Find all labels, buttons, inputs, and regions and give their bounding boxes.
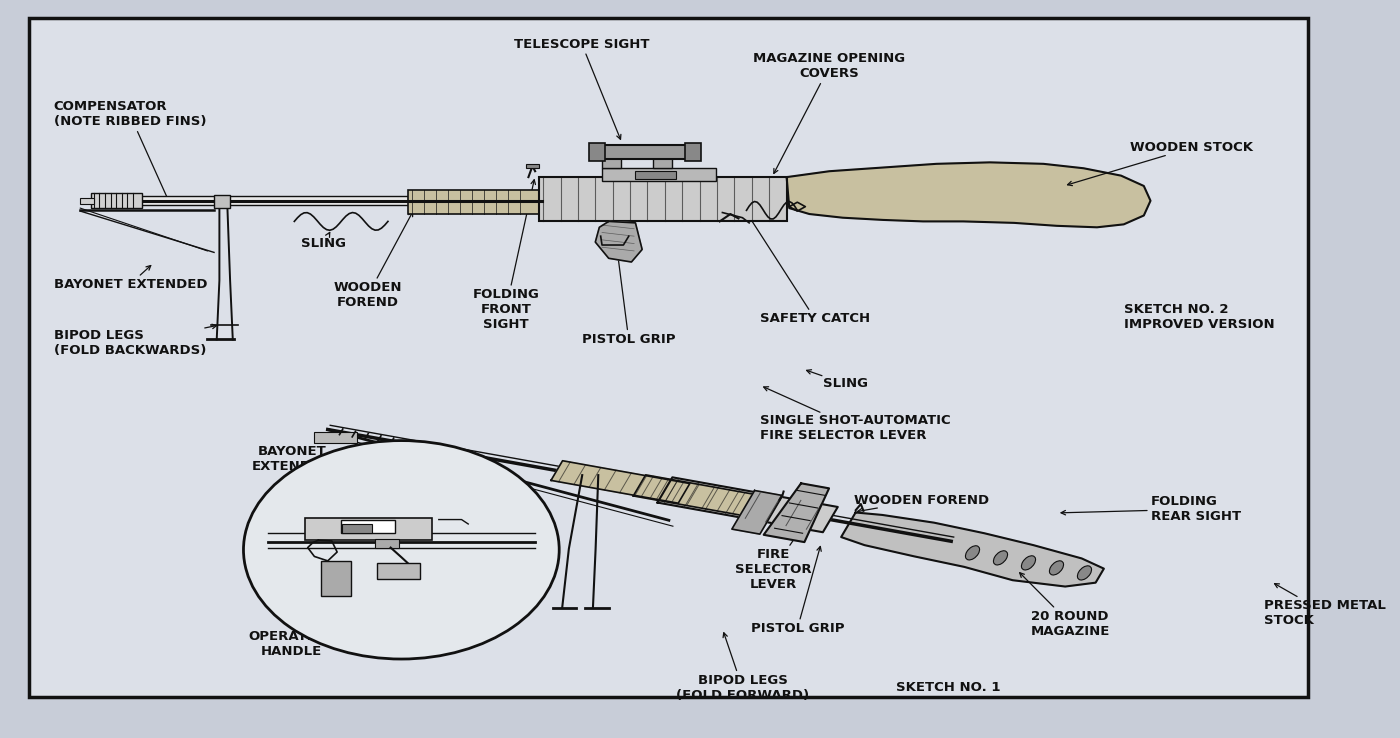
Bar [127,196,542,205]
Bar [342,520,395,533]
Polygon shape [658,477,837,532]
Text: FIRE
SELECTOR
LEVER: FIRE SELECTOR LEVER [735,514,812,591]
Text: SAFETY CATCH: SAFETY CATCH [749,216,869,325]
Bar [80,198,94,204]
Polygon shape [763,483,829,542]
Bar [602,156,620,168]
Bar [652,156,672,168]
FancyBboxPatch shape [29,18,1309,697]
Text: SKETCH NO. 1: SKETCH NO. 1 [896,681,1001,694]
Ellipse shape [994,551,1008,565]
Text: SINGLE SHOT-AUTOMATIC
FIRE SELECTOR LEVER: SINGLE SHOT-AUTOMATIC FIRE SELECTOR LEVE… [760,387,951,442]
Text: SLING: SLING [301,232,346,250]
Polygon shape [732,491,783,534]
Ellipse shape [966,545,980,560]
Text: SLING: SLING [806,370,868,390]
Bar [526,164,539,168]
Text: BAYONET
EXTENDED: BAYONET EXTENDED [252,445,332,475]
Bar [375,539,399,548]
Bar [377,563,420,579]
Polygon shape [552,461,690,503]
Text: PISTOL GRIP: PISTOL GRIP [582,241,675,346]
Text: WOODEN STOCK: WOODEN STOCK [1068,141,1253,186]
Text: BIPOD LEGS
(FOLD BACKWARDS): BIPOD LEGS (FOLD BACKWARDS) [53,324,217,357]
Polygon shape [841,512,1103,587]
Bar [214,195,230,208]
Text: MAGAZINE OPENING
COVERS: MAGAZINE OPENING COVERS [753,52,906,173]
Bar [91,193,141,208]
Text: OPERATING
HANDLE: OPERATING HANDLE [249,603,381,658]
Bar [407,190,539,214]
Text: BAYONET EXTENDED: BAYONET EXTENDED [53,266,207,291]
Ellipse shape [244,441,559,659]
Text: FOLDING
FRONT
SIGHT: FOLDING FRONT SIGHT [472,180,539,331]
Text: WOODEN FOREND: WOODEN FOREND [854,494,988,513]
Text: 20 ROUND
MAGAZINE: 20 ROUND MAGAZINE [1019,573,1110,638]
Text: FOLDING
REAR SIGHT: FOLDING REAR SIGHT [1061,495,1240,523]
Bar [539,177,787,221]
Text: BIPOD LEGS
(FOLD FORWARD): BIPOD LEGS (FOLD FORWARD) [676,632,809,702]
Ellipse shape [1022,556,1036,570]
Text: PRESSED METAL
STOCK: PRESSED METAL STOCK [1264,584,1386,627]
Ellipse shape [1078,566,1092,580]
Bar [594,145,690,159]
Bar [685,143,701,161]
Text: COMPENSATOR
(NOTE RIBBED FINS): COMPENSATOR (NOTE RIBBED FINS) [53,100,206,203]
Ellipse shape [1050,561,1064,575]
Bar [636,171,676,179]
Text: EJECTION
PORT: EJECTION PORT [445,506,531,536]
Text: WOODEN
FOREND: WOODEN FOREND [333,212,413,309]
Bar [321,561,350,596]
Bar [602,168,715,181]
Text: TELESCOPE SIGHT: TELESCOPE SIGHT [514,38,650,139]
Bar [315,432,357,443]
Bar [305,518,433,540]
Polygon shape [787,162,1151,227]
Polygon shape [633,475,760,517]
Text: COMPENSATOR: COMPENSATOR [358,489,472,512]
Text: SKETCH NO. 2
IMPROVED VERSION: SKETCH NO. 2 IMPROVED VERSION [1124,303,1274,331]
Bar [343,524,372,533]
Text: PISTOL GRIP: PISTOL GRIP [750,546,844,635]
Polygon shape [595,221,643,262]
Bar [588,143,605,161]
